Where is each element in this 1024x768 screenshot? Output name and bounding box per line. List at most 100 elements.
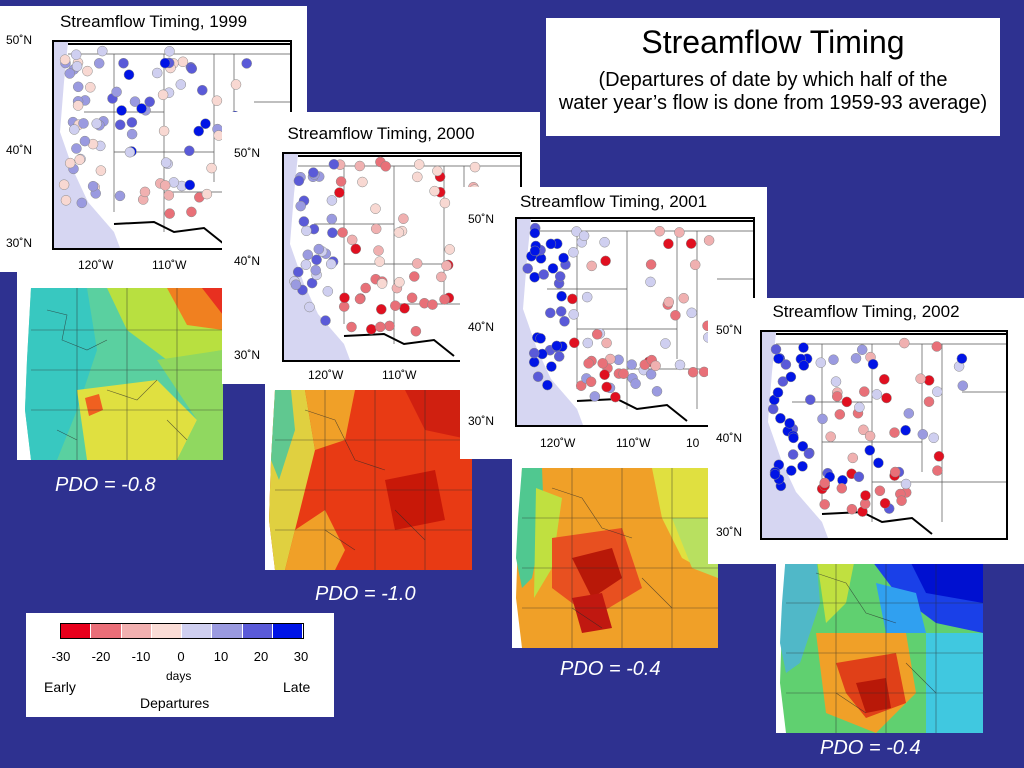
station-dot <box>374 256 385 267</box>
station-dot <box>241 58 252 69</box>
station-dot <box>327 227 338 239</box>
station-dot <box>569 337 580 349</box>
station-dot <box>630 378 641 389</box>
station-dot <box>206 162 217 174</box>
station-dot <box>59 54 71 65</box>
pdo-label-2002: PDO = -0.4 <box>820 737 921 759</box>
station-dot <box>126 117 138 128</box>
station-dot <box>74 154 85 165</box>
station-dot <box>600 255 611 267</box>
station-dot <box>546 361 557 372</box>
station-dot <box>660 338 671 349</box>
station-dot <box>157 89 169 101</box>
station-dot <box>834 409 846 420</box>
legend-color-cell <box>182 624 213 638</box>
station-dot <box>547 263 559 274</box>
station-dot <box>874 485 886 497</box>
station-dot <box>583 358 594 369</box>
station-dot <box>896 495 907 506</box>
station-dot <box>555 306 567 317</box>
station-dot <box>64 157 76 169</box>
station-dot <box>551 340 562 352</box>
station-dot <box>95 165 107 176</box>
station-dot <box>784 418 795 429</box>
lon-label-120w: 120˚W <box>78 258 114 272</box>
legend-tick: 20 <box>253 649 269 664</box>
station-dot <box>797 461 808 472</box>
station-dot <box>819 499 830 510</box>
station-dot <box>326 213 338 225</box>
station-dot <box>91 118 102 129</box>
legend-tick: -20 <box>91 649 111 664</box>
station-dot <box>933 451 945 462</box>
station-dot <box>601 337 612 349</box>
station-dot <box>292 266 304 278</box>
station-dot <box>354 293 366 305</box>
station-dot <box>703 235 715 246</box>
station-dot <box>197 84 208 96</box>
legend-colorbar <box>60 623 304 639</box>
station-dot <box>769 469 781 480</box>
station-dot <box>568 247 579 258</box>
station-dot <box>375 321 386 333</box>
climate-map-2002 <box>776 543 983 733</box>
station-dot <box>860 490 871 501</box>
legend-color-cell <box>212 624 243 638</box>
main-title-box: Streamflow Timing (Departures of date by… <box>546 18 1000 136</box>
pdo-label-1999: PDO = -0.8 <box>55 474 156 496</box>
station-dot <box>409 271 420 282</box>
station-dot <box>357 176 368 188</box>
station-dot <box>687 366 699 378</box>
main-title: Streamflow Timing <box>641 24 905 60</box>
station-dot <box>651 386 663 397</box>
station-dot <box>830 376 842 387</box>
station-dot <box>177 56 189 68</box>
station-dot <box>114 190 126 202</box>
station-dot <box>689 259 701 271</box>
lat-label-50: 50˚N <box>716 323 743 337</box>
station-dot <box>79 135 91 147</box>
station-dot <box>917 429 929 440</box>
station-dot <box>337 227 348 238</box>
station-dot <box>339 292 350 304</box>
station-dot <box>376 278 388 289</box>
station-dot <box>310 264 321 276</box>
main-subtitle-line1: (Departures of date by which half of the <box>598 69 948 91</box>
station-dot <box>528 356 540 368</box>
station-dot <box>82 65 93 77</box>
station-dot <box>582 337 594 349</box>
station-dot <box>64 68 76 79</box>
station-dot <box>542 379 553 391</box>
station-dot <box>528 347 540 359</box>
station-dot <box>78 118 89 129</box>
station-dot <box>114 119 126 131</box>
station-dot <box>900 478 912 490</box>
station-dot <box>654 225 665 237</box>
station-dot <box>923 396 935 407</box>
panel-title-1999: Streamflow Timing, 1999 <box>59 12 248 31</box>
station-dot <box>427 299 438 310</box>
station-dot <box>815 357 827 368</box>
climate-map-2001 <box>512 458 718 648</box>
station-dot <box>87 180 99 192</box>
legend-early: Early <box>44 679 76 695</box>
station-dot <box>788 432 799 444</box>
station-dot <box>535 333 546 344</box>
station-dot <box>429 185 440 197</box>
station-dot <box>399 303 410 314</box>
station-dot <box>601 381 612 393</box>
station-dot <box>441 260 452 271</box>
station-dot <box>436 271 447 283</box>
station-dot <box>151 67 163 79</box>
station-dot <box>903 408 915 419</box>
lon-label-110w: 110˚W <box>382 368 417 382</box>
station-dot <box>836 483 848 494</box>
station-dot <box>674 227 685 238</box>
station-dot <box>230 79 242 90</box>
station-dot <box>373 245 384 256</box>
lat-label-30: 30˚N <box>468 414 495 428</box>
station-dot <box>787 449 799 460</box>
station-dot <box>879 498 891 509</box>
station-dot <box>411 258 423 269</box>
station-dot <box>211 95 223 106</box>
